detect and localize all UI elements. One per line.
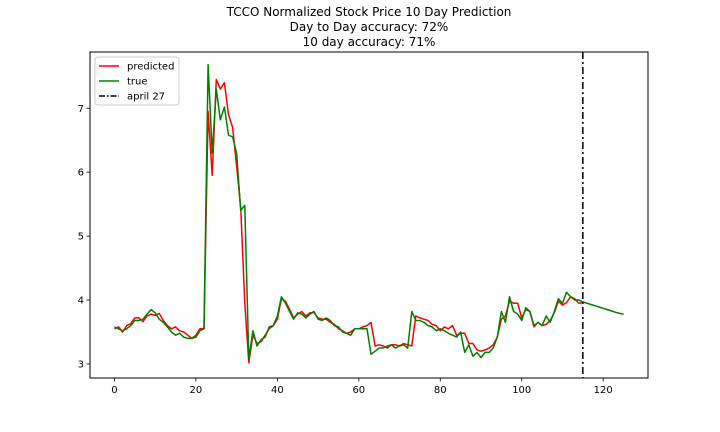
legend: predicted true april 27 bbox=[94, 56, 180, 106]
legend-label-true: true bbox=[127, 77, 148, 88]
x-tick-label: 120 bbox=[594, 385, 613, 396]
x-tick-label: 80 bbox=[434, 385, 447, 396]
x-tick-label: 40 bbox=[271, 385, 284, 396]
series-line-true bbox=[114, 64, 624, 360]
legend-box bbox=[94, 56, 180, 106]
series-line-predicted bbox=[114, 78, 583, 364]
y-tick-label: 7 bbox=[78, 104, 84, 115]
title-line-1: TCCO Normalized Stock Price 10 Day Predi… bbox=[226, 5, 512, 19]
plot-area bbox=[114, 52, 624, 378]
title-line-2: Day to Day accuracy: 72% bbox=[290, 20, 449, 34]
x-tick-label: 0 bbox=[111, 385, 117, 396]
y-tick-label: 3 bbox=[78, 359, 84, 370]
x-tick-label: 60 bbox=[352, 385, 365, 396]
axes-frame bbox=[89, 51, 649, 379]
y-axis: 3 4 5 6 7 bbox=[78, 104, 90, 370]
title-line-3: 10 day accuracy: 71% bbox=[303, 35, 436, 49]
y-tick-label: 6 bbox=[78, 168, 84, 179]
legend-label-april-27: april 27 bbox=[127, 92, 165, 103]
x-axis: 0 20 40 60 80 100 120 bbox=[111, 378, 613, 396]
chart-title: TCCO Normalized Stock Price 10 Day Predi… bbox=[226, 5, 512, 49]
x-tick-label: 100 bbox=[512, 385, 531, 396]
x-tick-label: 20 bbox=[190, 385, 203, 396]
y-tick-label: 5 bbox=[78, 232, 84, 243]
legend-label-predicted: predicted bbox=[127, 62, 174, 73]
y-tick-label: 4 bbox=[78, 296, 84, 307]
